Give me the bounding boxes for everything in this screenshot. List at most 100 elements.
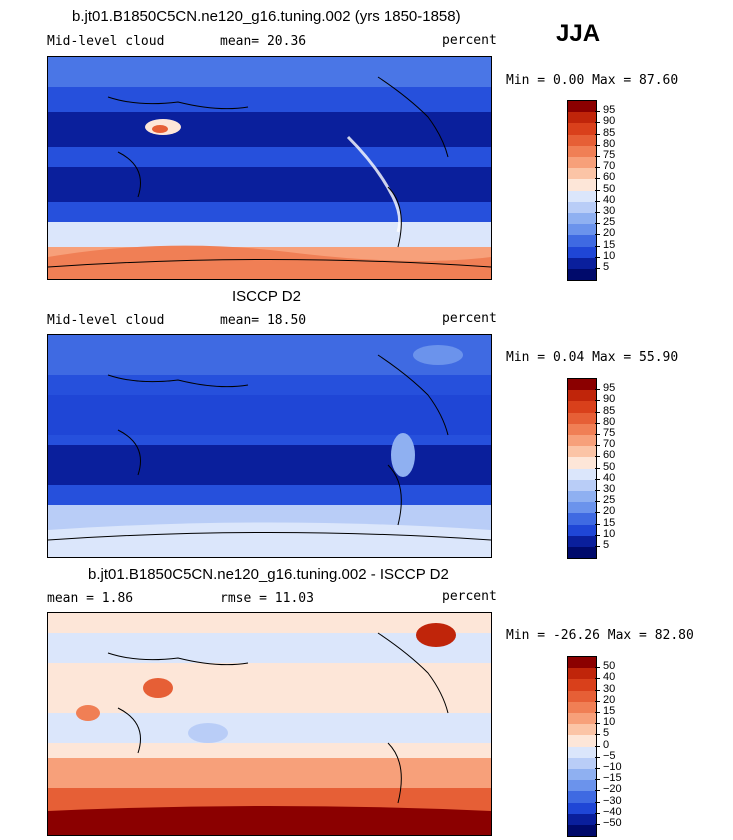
colorbar-swatch — [568, 547, 596, 559]
colorbar-swatch — [568, 257, 596, 269]
colorbar-tick — [595, 790, 600, 792]
colorbar-swatch — [568, 502, 596, 514]
colorbar-tick — [595, 256, 600, 258]
colorbar-tick — [595, 122, 600, 124]
colorbar-label: 20 — [603, 505, 616, 518]
colorbar-tick — [595, 389, 600, 391]
colorbar-label: −15 — [603, 772, 622, 785]
colorbar-tick — [595, 756, 600, 758]
colorbar-tick — [595, 689, 600, 691]
panel1-title: b.jt01.B1850C5CN.ne120_g16.tuning.002 (y… — [72, 8, 461, 25]
colorbar-swatch — [568, 535, 596, 547]
colorbar-tick — [595, 434, 600, 435]
panel2-mean-label: mean= 18.50 — [220, 313, 307, 328]
colorbar-label: 50 — [603, 460, 616, 473]
colorbar-tick — [595, 768, 600, 769]
colorbar-swatch — [568, 791, 596, 803]
colorbar-label: −30 — [603, 794, 622, 807]
colorbar-label: −5 — [603, 749, 616, 762]
colorbar-label: 15 — [603, 705, 616, 717]
colorbar-label: 90 — [603, 393, 616, 406]
colorbar-label: −40 — [603, 805, 622, 818]
colorbar-label: 80 — [603, 415, 616, 428]
colorbar-tick — [595, 400, 600, 402]
colorbar-tick — [595, 501, 600, 503]
colorbar-tick — [595, 245, 600, 247]
panel2-units-label: percent — [442, 311, 497, 326]
colorbar-label: 60 — [603, 449, 616, 462]
colorbar-swatch — [568, 201, 596, 213]
panel3-units-label: percent — [442, 589, 497, 604]
colorbar-swatch — [568, 679, 596, 691]
colorbar-label: 10 — [603, 249, 616, 262]
colorbar-swatch — [568, 746, 596, 758]
colorbar-swatch — [568, 401, 596, 413]
colorbar-tick — [595, 456, 600, 458]
colorbar-swatch — [568, 825, 596, 837]
colorbar-tick — [595, 189, 600, 191]
panel3-rmse-label: rmse = 11.03 — [220, 591, 314, 606]
colorbar-swatch — [568, 668, 596, 680]
colorbar-label: 30 — [603, 483, 616, 495]
panel3-minmax: Min = -26.26 Max = 82.80 — [506, 628, 694, 643]
colorbar-label: 70 — [603, 438, 616, 451]
colorbar-label: 80 — [603, 137, 616, 150]
colorbar-tick — [595, 223, 600, 225]
colorbar-swatch — [568, 446, 596, 458]
colorbar-tick — [595, 667, 600, 669]
colorbar-swatch — [568, 435, 596, 447]
panel3-mean-label: mean = 1.86 — [47, 591, 134, 606]
colorbar-swatch — [568, 145, 596, 157]
colorbar-swatches — [567, 656, 597, 838]
panel1-mean-label: mean= 20.36 — [220, 34, 307, 49]
colorbar-swatch — [568, 269, 596, 281]
colorbar-tick — [595, 144, 600, 146]
colorbar-label: 5 — [603, 727, 610, 740]
colorbar-label: 60 — [603, 171, 616, 184]
colorbar-label: 5 — [603, 539, 610, 551]
colorbar-swatch — [568, 524, 596, 536]
colorbar-label: 25 — [603, 494, 616, 507]
colorbar-swatches — [567, 378, 597, 560]
colorbar-swatch — [568, 513, 596, 525]
colorbar-label: 20 — [603, 693, 616, 706]
colorbar-swatch — [568, 213, 596, 225]
colorbar-swatch — [568, 491, 596, 503]
colorbar-tick — [595, 212, 600, 213]
colorbar-swatch — [568, 190, 596, 202]
colorbar-label: −20 — [603, 783, 622, 796]
colorbar-label: 5 — [603, 261, 610, 273]
panel1-map — [47, 56, 492, 280]
colorbar-tick — [595, 534, 600, 536]
colorbar-label: 95 — [603, 382, 616, 395]
colorbar-label: 30 — [603, 682, 616, 695]
panel2-title: ISCCP D2 — [232, 288, 301, 305]
colorbar-label: 0 — [603, 738, 610, 751]
colorbar-label: 10 — [603, 527, 616, 540]
colorbar-tick — [595, 723, 600, 725]
panel1-variable-label: Mid-level cloud — [47, 34, 165, 49]
colorbar-tick — [595, 478, 600, 480]
colorbar-label: 75 — [603, 149, 616, 161]
colorbar-label: 50 — [603, 182, 616, 195]
colorbar-tick — [595, 422, 600, 424]
colorbar-label: 15 — [603, 516, 616, 529]
colorbar-tick — [595, 178, 600, 180]
colorbar-tick — [595, 779, 600, 781]
colorbar-swatch — [568, 780, 596, 792]
colorbar-swatch — [568, 246, 596, 258]
colorbar-label: 95 — [603, 104, 616, 117]
colorbar-swatch — [568, 224, 596, 236]
colorbar-swatch — [568, 802, 596, 814]
colorbar-swatch — [568, 457, 596, 469]
panel3-map — [47, 612, 492, 836]
colorbar-swatches — [567, 100, 597, 282]
colorbar-label: 40 — [603, 671, 616, 684]
colorbar-label: 50 — [603, 660, 616, 673]
panel2-map — [47, 334, 492, 558]
colorbar-label: 15 — [603, 238, 616, 251]
colorbar-tick — [595, 234, 600, 236]
colorbar-label: 10 — [603, 716, 616, 729]
colorbar-label: 75 — [603, 427, 616, 439]
colorbar-swatch — [568, 168, 596, 180]
